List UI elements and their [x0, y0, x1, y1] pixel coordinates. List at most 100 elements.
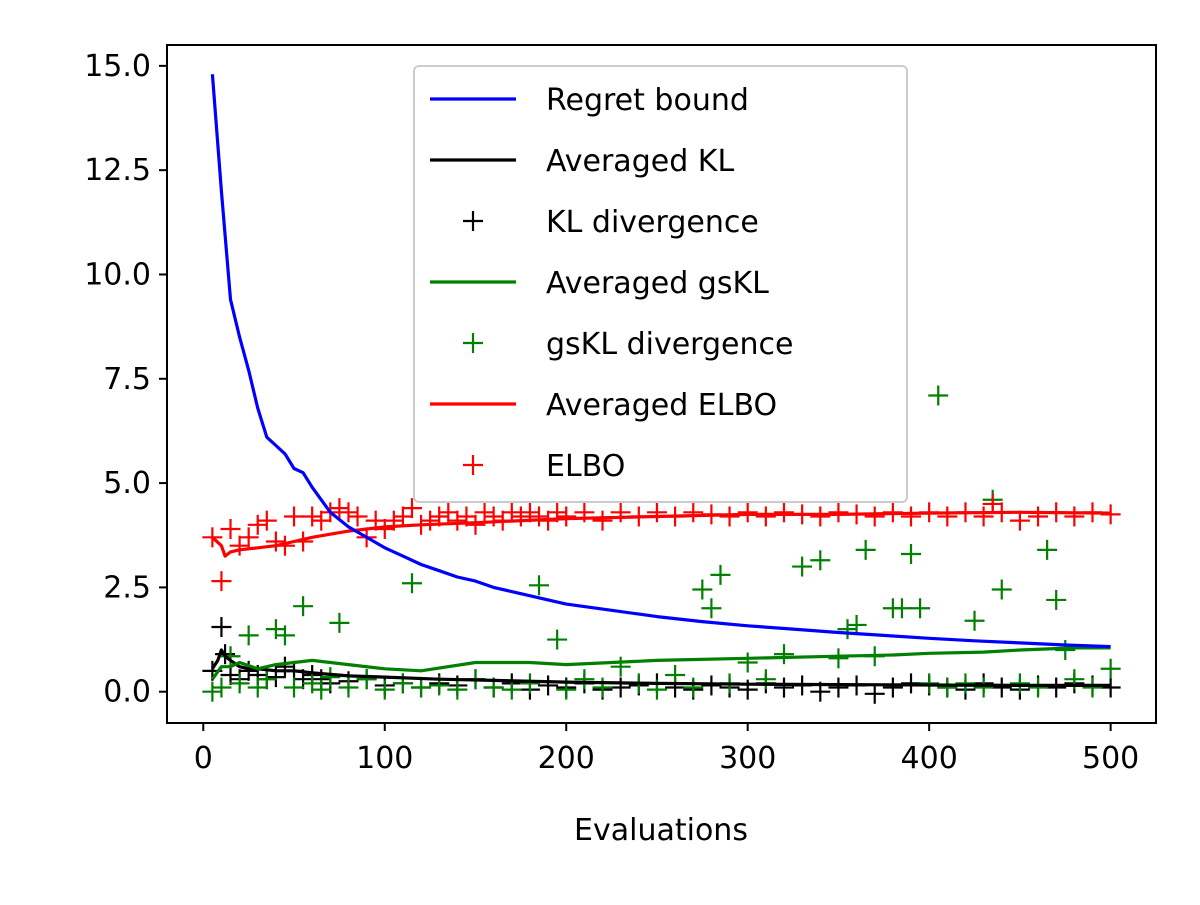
averaged-gskl-line [211, 646, 1111, 681]
elbo-point [265, 531, 286, 552]
legend-label: Averaged KL [546, 144, 734, 179]
plot-frame [166, 44, 1157, 724]
plot-marks [202, 74, 1121, 704]
gskl-divergence-point [547, 629, 568, 650]
gskl-divergence-point [710, 564, 731, 585]
y-tick-label: 12.5 [84, 153, 151, 188]
elbo-point [737, 502, 758, 523]
elbo-point [420, 510, 441, 531]
averaged-gskl-series [211, 646, 1111, 681]
gskl-divergence-point [1046, 589, 1067, 610]
legend-item-elbo: ELBO [463, 449, 625, 484]
legend-item-gskl-divergence: gsKL divergence [463, 327, 793, 362]
gskl-divergence-point [529, 575, 550, 596]
gskl-divergence-point [329, 612, 350, 633]
gskl-divergence-point [846, 614, 867, 635]
elbo-point [392, 506, 413, 527]
gskl-divergence-point [293, 596, 314, 617]
elbo-point [347, 506, 368, 527]
elbo-point [810, 506, 831, 527]
x-tick-label: 500 [1082, 741, 1139, 776]
gskl-divergence-point [855, 539, 876, 560]
elbo-point [1064, 506, 1085, 527]
gskl-divergence-point [592, 677, 613, 698]
elbo-point [238, 527, 259, 548]
gskl-divergence-point [773, 644, 794, 665]
elbo-point [1009, 510, 1030, 531]
elbo-point [256, 510, 277, 531]
x-tick-label: 100 [356, 741, 413, 776]
gskl-divergence-point [910, 598, 931, 619]
legend-box [413, 65, 908, 503]
legend: Regret bound Averaged KL KL divergence Aver… [413, 65, 908, 503]
legend-label: Averaged ELBO [546, 388, 777, 423]
gskl-divergence-point [284, 677, 305, 698]
gskl-divergence-point [401, 573, 422, 594]
elbo-point [773, 502, 794, 523]
legend-marker-swatch [463, 333, 483, 353]
legend-label: KL divergence [546, 205, 759, 240]
gskl-divergence-point [610, 656, 631, 677]
gskl-divergence-point [955, 673, 976, 694]
gskl-divergence-point [810, 550, 831, 571]
y-tick-label: 5.0 [103, 466, 151, 501]
kl-divergence-point [828, 677, 849, 698]
gskl-divergence-point [447, 679, 468, 700]
kl-divergence-point [864, 683, 885, 704]
gskl-divergence-point [919, 673, 940, 694]
gskl-divergence-point [701, 598, 722, 619]
gskl-divergence-point [837, 619, 858, 640]
gskl-divergence-point [311, 679, 332, 700]
y-tick-label: 10.0 [84, 257, 151, 292]
gskl-divergence-point [901, 544, 922, 565]
elbo-point [937, 506, 958, 527]
y-tick-label: 7.5 [103, 362, 151, 397]
elbo-point [901, 506, 922, 527]
gskl-divergence-point [692, 579, 713, 600]
gskl-divergence-point [1009, 673, 1030, 694]
gskl-divergence-point [356, 669, 377, 690]
elbo-point [973, 506, 994, 527]
y-tick-label: 0.0 [103, 675, 151, 710]
elbo-point [401, 498, 422, 519]
x-tick-label: 200 [538, 741, 595, 776]
elbo-point [828, 502, 849, 523]
gskl-divergence-point [374, 679, 395, 700]
x-axis-label: Evaluations [574, 813, 748, 848]
kl-divergence-point [882, 677, 903, 698]
kl-divergence-point [773, 677, 794, 698]
elbo-point [474, 502, 495, 523]
elbo-point [556, 506, 577, 527]
legend-label: Regret bound [546, 83, 749, 118]
elbo-point [529, 506, 550, 527]
elbo-point [311, 510, 332, 531]
gskl-divergence-point [320, 667, 341, 688]
elbo-point [220, 518, 241, 539]
legend-item-averaged-elbo: Averaged ELBO [430, 388, 777, 423]
gskl-divergence-point [928, 385, 949, 406]
regret-bound-series [210, 74, 1111, 649]
elbo-point [229, 535, 250, 556]
elbo-point [592, 510, 613, 531]
elbo-point [610, 502, 631, 523]
gskl-divergence-point [519, 673, 540, 694]
elbo-point [211, 571, 232, 592]
elbo-point [501, 502, 522, 523]
gskl-divergence-point [338, 677, 359, 698]
legend-label: ELBO [546, 449, 625, 484]
legend-item-averaged-gskl: Averaged gsKL [430, 266, 769, 301]
elbo-point [284, 506, 305, 527]
elbo-point [646, 502, 667, 523]
x-tick-label: 0 [194, 741, 213, 776]
gskl-divergence-point [937, 677, 958, 698]
averaged-elbo-series [211, 510, 1111, 558]
legend-marker-swatch [463, 211, 483, 231]
x-tick-label: 400 [901, 741, 958, 776]
elbo-point [755, 506, 776, 527]
gskl-divergence-point [274, 625, 295, 646]
kl-divergence-point [538, 675, 559, 696]
gskl-divergence-point [211, 677, 232, 698]
elbo-point [465, 514, 486, 535]
